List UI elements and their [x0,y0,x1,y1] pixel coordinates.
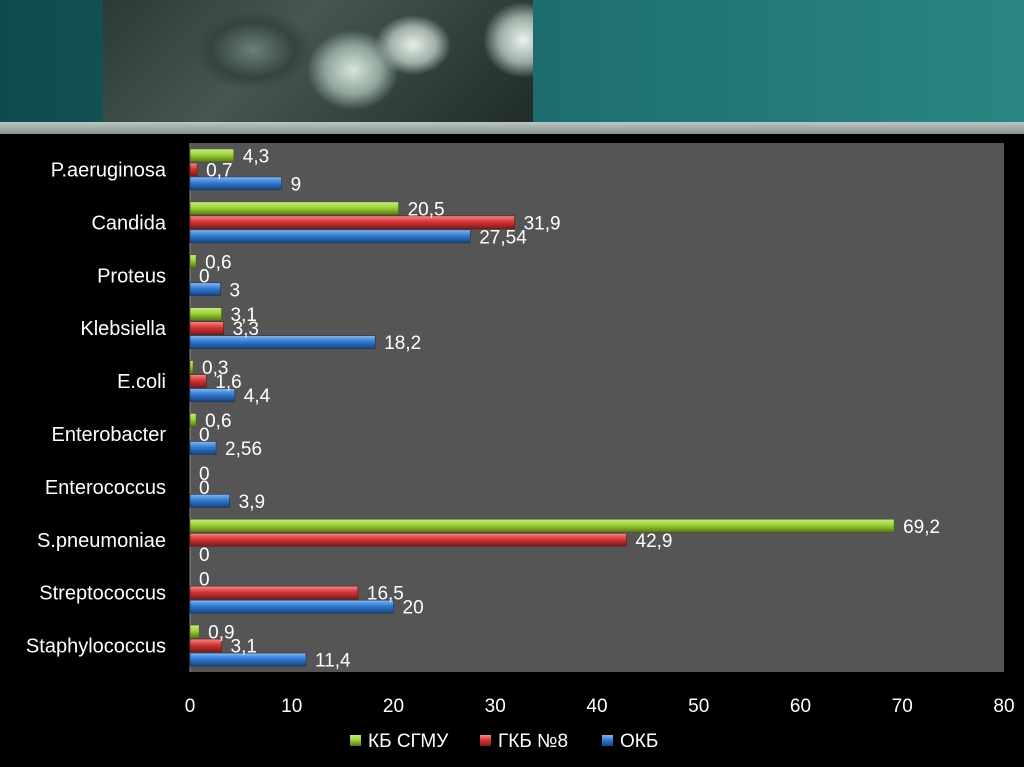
bar [189,599,394,614]
category-label: Klebsiella [80,318,166,340]
data-label: 16,5 [367,584,404,605]
data-label: 18,2 [384,333,421,354]
x-tick-label: 20 [383,696,404,717]
data-label: 0,6 [205,252,231,273]
bar [189,229,471,244]
x-tick-label: 70 [892,696,913,717]
bar [189,162,198,177]
bar [189,360,194,374]
data-label: 0 [199,570,210,591]
bar [189,441,217,455]
bar [189,518,895,533]
data-label: 31,9 [524,213,561,234]
data-label: 69,2 [903,517,940,538]
x-tick-label: 40 [586,696,607,717]
data-label: 20,5 [408,199,445,220]
category-label: P.aeruginosa [51,159,167,181]
x-tick-label: 80 [993,696,1014,717]
data-label: 9 [291,174,302,195]
bar [189,215,515,230]
data-label: 0,7 [206,160,232,181]
bar [189,374,207,388]
data-label: 0 [199,464,210,485]
legend-label: ОКБ [620,731,658,752]
category-label: Candida [91,212,166,234]
data-label: 0 [199,478,210,499]
data-label: 0,9 [208,623,234,644]
header-divider [0,122,1024,134]
bar [189,335,376,349]
bar [189,388,236,402]
bar [189,201,399,216]
bar [189,254,197,269]
data-label: 42,9 [636,531,673,552]
data-label: 0 [199,425,210,446]
data-label: 27,54 [479,227,527,248]
data-label: 2,56 [225,439,262,460]
category-label: Enterobacter [51,424,166,446]
data-label: 3 [230,280,241,301]
legend-swatch [602,735,613,746]
category-label: Streptococcus [39,583,166,605]
x-tick-label: 10 [281,696,302,717]
bar [189,321,224,335]
category-label: Enterococcus [45,477,166,499]
data-label: 11,4 [315,651,351,672]
data-label: 4,3 [243,146,269,167]
bar [189,652,307,667]
legend-label: ГКБ №8 [498,731,568,752]
data-label: 3,1 [231,637,257,658]
bar [189,148,235,163]
data-label: 20 [403,598,424,619]
bar [189,494,230,508]
data-label: 0,6 [205,411,231,432]
category-label: Staphylococcus [26,636,166,658]
data-label: 3,3 [233,319,259,340]
category-label: S.pneumoniae [37,530,166,552]
bar [189,307,222,321]
x-tick-label: 0 [185,696,196,717]
category-label: Proteus [97,265,166,287]
data-label: 1,6 [215,372,241,393]
bar [189,176,282,191]
bar [189,638,222,653]
data-label: 3,9 [239,492,265,513]
data-label: 0 [199,545,210,566]
bar [189,282,221,297]
bacteria-photo [103,0,533,122]
data-label: 0 [199,266,210,287]
legend-swatch [480,735,491,746]
bar [189,413,197,427]
legend-label: КБ СГМУ [368,731,449,752]
bar [189,624,200,639]
x-tick-label: 30 [485,696,506,717]
category-label: E.coli [117,371,166,393]
bar [189,585,359,600]
legend-swatch [350,735,361,746]
bar [189,532,627,547]
data-label: 4,4 [244,386,271,407]
x-tick-label: 50 [688,696,709,717]
data-label: 3,1 [231,305,257,326]
data-label: 0,3 [202,358,228,379]
x-tick-label: 60 [790,696,811,717]
